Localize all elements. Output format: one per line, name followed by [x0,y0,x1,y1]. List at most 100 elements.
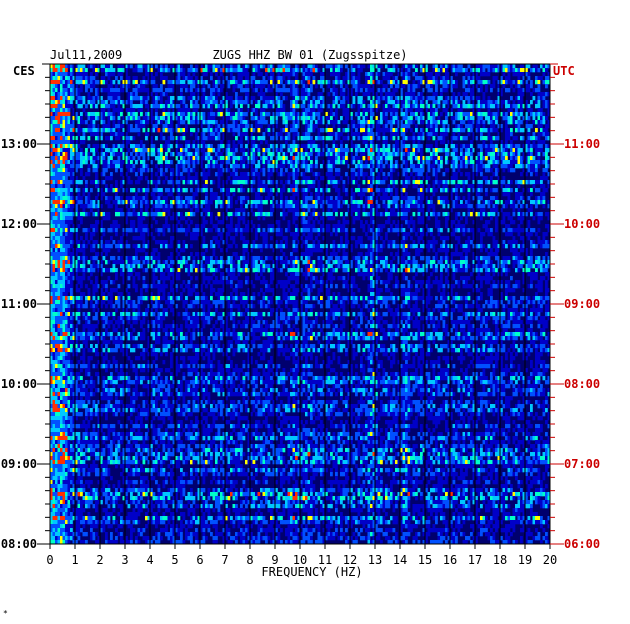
spectrogram-cell [290,164,293,169]
spectrogram-cell [352,196,356,201]
spectrogram-cell [67,172,71,177]
spectrogram-cell [540,192,543,197]
spectrogram-cell [240,200,243,205]
spectrogram-cell [297,156,301,161]
spectrogram-cell [510,132,513,137]
spectrogram-cell [62,160,66,165]
spectrogram-cell [152,96,156,101]
spectrogram-cell [165,100,168,105]
spectrogram-cell [387,120,391,125]
spectrogram-cell [277,172,281,177]
spectrogram-cell [390,180,393,185]
spectrogram-cell [82,96,86,101]
spectrogram-cell [272,84,276,89]
spectrogram-cell [275,148,278,153]
spectrogram-cell [305,116,308,121]
spectrogram-cell [262,80,266,85]
spectrogram-cell [110,136,113,141]
spectrogram-cell [465,116,468,121]
spectrogram-cell [507,168,511,173]
spectrogram-cell [440,140,443,145]
spectrogram-cell [442,200,446,205]
spectrogram-cell [215,196,218,201]
spectrogram-cell [247,84,251,89]
spectrogram-cell [312,184,316,189]
spectrogram-cell [427,76,431,81]
spectrogram-cell [152,196,156,201]
spectrogram-cell [120,132,123,137]
spectrogram-cell [492,152,496,157]
spectrogram-cell [85,104,88,109]
spectrogram-cell [127,176,131,181]
spectrogram-cell [62,96,66,101]
spectrogram-cell [295,72,298,77]
spectrogram-cell [395,108,398,113]
spectrogram-cell [525,104,528,109]
spectrogram-cell [237,80,241,85]
spectrogram-cell [532,132,536,137]
spectrogram-cell [257,184,261,189]
spectrogram-cell [327,196,331,201]
spectrogram-cell [65,192,68,197]
spectrogram-cell [165,176,168,181]
spectrogram-cell [477,64,481,69]
spectrogram-cell [285,136,288,141]
spectrogram-cell [362,64,366,69]
spectrogram-cell [67,64,71,69]
spectrogram-cell [545,188,548,193]
spectrogram-cell [110,148,113,153]
spectrogram-cell [282,108,286,113]
spectrogram-cell [532,184,536,189]
spectrogram-cell [470,120,473,125]
spectrogram-cell [532,120,536,125]
spectrogram-cell [530,160,533,165]
spectrogram-cell [105,148,108,153]
spectrogram-cell [472,136,476,141]
spectrogram-cell [260,112,263,117]
spectrogram-cell [470,116,473,121]
spectrogram-cell [60,112,63,117]
spectrogram-cell [397,100,401,105]
spectrogram-cell [385,148,388,153]
spectrogram-cell [137,180,141,185]
spectrogram-cell [57,140,61,145]
spectrogram-cell [532,156,536,161]
spectrogram-cell [65,108,68,113]
spectrogram-cell [475,188,478,193]
spectrogram-cell [197,96,201,101]
spectrogram-cell [465,72,468,77]
spectrogram-cell [257,160,261,165]
spectrogram-cell [55,152,58,157]
spectrogram-cell [147,128,151,133]
spectrogram-cell [397,116,401,121]
spectrogram-cell [407,116,411,121]
spectrogram-cell [275,68,278,73]
spectrogram-cell [62,144,66,149]
spectrogram-cell [322,196,326,201]
spectrogram-cell [317,92,321,97]
spectrogram-cell [412,196,416,201]
spectrogram-cell [155,184,158,189]
spectrogram-cell [175,136,178,141]
spectrogram-cell [317,128,321,133]
spectrogram-cell [417,76,421,81]
spectrogram-cell [527,160,531,165]
spectrogram-cell [372,172,376,177]
spectrogram-cell [455,148,458,153]
spectrogram-cell [270,208,273,213]
spectrogram-cell [70,104,73,109]
spectrogram-cell [190,152,193,157]
spectrogram-cell [530,136,533,141]
spectrogram-cell [415,96,418,101]
spectrogram-cell [52,124,56,129]
spectrogram-cell [142,64,146,69]
spectrogram-cell [360,124,363,129]
spectrogram-cell [217,64,221,69]
spectrogram-cell [185,112,188,117]
spectrogram-cell [427,160,431,165]
spectrogram-cell [435,188,438,193]
spectrogram-cell [145,120,148,125]
spectrogram-cell [302,100,306,105]
spectrogram-cell [192,108,196,113]
spectrogram-cell [177,124,181,129]
